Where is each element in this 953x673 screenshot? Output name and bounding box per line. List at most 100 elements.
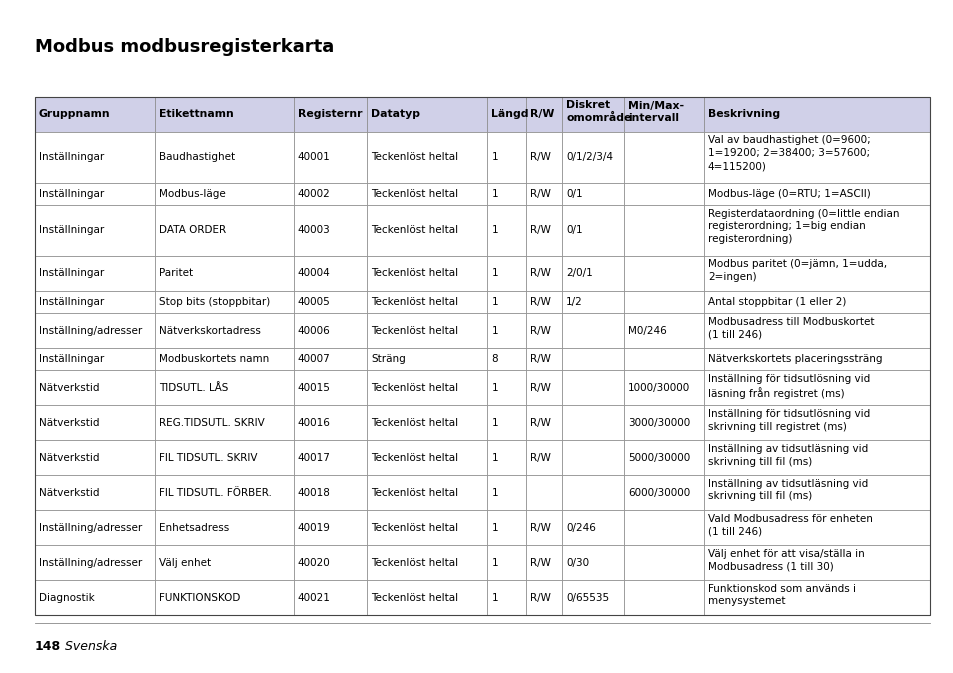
- Bar: [367, 405, 487, 440]
- Text: Modbuskortets namn: Modbuskortets namn: [159, 354, 270, 364]
- Bar: [703, 183, 929, 205]
- Text: Sträng: Sträng: [371, 354, 405, 364]
- Text: 40006: 40006: [297, 326, 330, 336]
- Bar: [294, 405, 367, 440]
- Bar: [526, 97, 561, 132]
- Text: 5000/30000: 5000/30000: [627, 453, 690, 463]
- Text: Inställningar: Inställningar: [39, 225, 104, 236]
- Bar: [561, 97, 623, 132]
- Text: 40020: 40020: [297, 557, 330, 567]
- Text: Modbus-läge: Modbus-läge: [159, 189, 226, 199]
- Text: Längd: Längd: [491, 110, 528, 120]
- Text: Välj enhet för att visa/ställa in
Modbusadress (1 till 30): Välj enhet för att visa/ställa in Modbus…: [707, 548, 863, 571]
- Bar: [367, 510, 487, 545]
- Text: Paritet: Paritet: [159, 269, 193, 279]
- Text: Teckenlöst heltal: Teckenlöst heltal: [371, 269, 457, 279]
- Bar: [294, 256, 367, 291]
- Bar: [367, 545, 487, 580]
- Bar: [367, 580, 487, 615]
- Bar: [487, 132, 526, 183]
- Bar: [526, 545, 561, 580]
- Bar: [623, 97, 703, 132]
- Text: Teckenlöst heltal: Teckenlöst heltal: [371, 152, 457, 162]
- Bar: [35, 580, 155, 615]
- Text: Datatyp: Datatyp: [371, 110, 419, 120]
- Bar: [487, 510, 526, 545]
- Bar: [526, 348, 561, 370]
- Bar: [294, 132, 367, 183]
- Text: TIDSUTL. LÅS: TIDSUTL. LÅS: [159, 383, 229, 393]
- Text: R/W: R/W: [530, 453, 551, 463]
- Text: Teckenlöst heltal: Teckenlöst heltal: [371, 418, 457, 428]
- Bar: [294, 97, 367, 132]
- Bar: [367, 183, 487, 205]
- Text: R/W: R/W: [530, 592, 551, 602]
- Bar: [526, 475, 561, 510]
- Bar: [155, 132, 294, 183]
- Bar: [703, 97, 929, 132]
- Text: Nätverkstid: Nätverkstid: [39, 453, 99, 463]
- Text: 40001: 40001: [297, 152, 330, 162]
- Bar: [703, 405, 929, 440]
- Bar: [703, 205, 929, 256]
- Text: Inställning/adresser: Inställning/adresser: [39, 557, 142, 567]
- Text: Inställning av tidsutläsning vid
skrivning till fil (ms): Inställning av tidsutläsning vid skrivni…: [707, 479, 867, 501]
- Text: Inställning av tidsutläsning vid
skrivning till fil (ms): Inställning av tidsutläsning vid skrivni…: [707, 444, 867, 466]
- Text: Diskret
omområde: Diskret omområde: [566, 100, 631, 123]
- Text: 40003: 40003: [297, 225, 330, 236]
- Bar: [35, 348, 155, 370]
- Bar: [367, 348, 487, 370]
- Bar: [35, 183, 155, 205]
- Bar: [703, 132, 929, 183]
- Bar: [294, 370, 367, 405]
- Text: Nätverkstid: Nätverkstid: [39, 488, 99, 497]
- Bar: [367, 132, 487, 183]
- Bar: [35, 440, 155, 475]
- Bar: [367, 205, 487, 256]
- Bar: [526, 440, 561, 475]
- Bar: [526, 132, 561, 183]
- Text: Teckenlöst heltal: Teckenlöst heltal: [371, 225, 457, 236]
- Text: Val av baudhastighet (0=9600;
1=19200; 2=38400; 3=57600;
4=115200): Val av baudhastighet (0=9600; 1=19200; 2…: [707, 135, 870, 171]
- Bar: [561, 256, 623, 291]
- Text: R/W: R/W: [530, 110, 555, 120]
- Bar: [623, 475, 703, 510]
- Text: R/W: R/W: [530, 523, 551, 532]
- Bar: [703, 256, 929, 291]
- Bar: [294, 313, 367, 348]
- Bar: [367, 313, 487, 348]
- Bar: [487, 580, 526, 615]
- Text: Diagnostik: Diagnostik: [39, 592, 94, 602]
- Text: R/W: R/W: [530, 418, 551, 428]
- Bar: [487, 370, 526, 405]
- Text: R/W: R/W: [530, 383, 551, 393]
- Text: 40004: 40004: [297, 269, 330, 279]
- Bar: [487, 405, 526, 440]
- Text: Etikettnamn: Etikettnamn: [159, 110, 233, 120]
- Text: 1: 1: [491, 383, 497, 393]
- Bar: [35, 256, 155, 291]
- Bar: [526, 405, 561, 440]
- Bar: [703, 370, 929, 405]
- Bar: [294, 580, 367, 615]
- Text: Teckenlöst heltal: Teckenlöst heltal: [371, 326, 457, 336]
- Bar: [155, 205, 294, 256]
- Bar: [487, 348, 526, 370]
- Text: 1: 1: [491, 592, 497, 602]
- Bar: [561, 132, 623, 183]
- Bar: [623, 440, 703, 475]
- Bar: [367, 440, 487, 475]
- Bar: [155, 545, 294, 580]
- Text: Gruppnamn: Gruppnamn: [39, 110, 111, 120]
- Bar: [294, 183, 367, 205]
- Text: R/W: R/W: [530, 225, 551, 236]
- Bar: [294, 510, 367, 545]
- Bar: [561, 370, 623, 405]
- Text: R/W: R/W: [530, 189, 551, 199]
- Text: Registernr: Registernr: [297, 110, 362, 120]
- Text: 1: 1: [491, 557, 497, 567]
- Bar: [623, 313, 703, 348]
- Bar: [367, 475, 487, 510]
- Text: 0/1/2/3/4: 0/1/2/3/4: [566, 152, 613, 162]
- Text: 0/246: 0/246: [566, 523, 596, 532]
